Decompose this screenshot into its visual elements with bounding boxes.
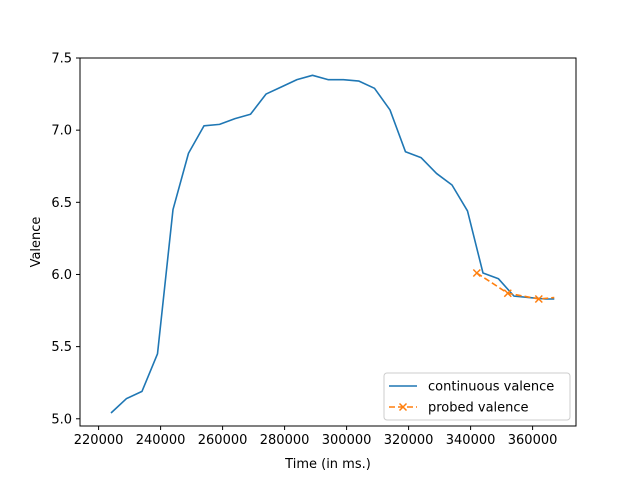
y-tick-label: 7.5: [51, 52, 72, 67]
x-tick-label: 220000: [74, 433, 124, 448]
legend-box: [383, 372, 571, 421]
series-line-probed-valence: [476, 272, 555, 300]
x-axis: 220000 240000 260000 280000 300000 320000 3400…: [74, 426, 558, 448]
y-tick-label: 6.5: [51, 196, 72, 211]
y-tick-label: 5.5: [51, 340, 72, 355]
x-tick-label: 260000: [198, 433, 248, 448]
plot-area: [110, 74, 555, 414]
y-axis-label: Valence: [29, 217, 44, 268]
legend: continuous valence probed valence: [383, 372, 571, 421]
y-tick-label: 5.0: [51, 412, 72, 427]
x-tick-label: 340000: [446, 433, 496, 448]
y-axis: 5.0 5.5 6.0 6.5 7.0 7.5: [51, 52, 80, 427]
data-point-marker: [472, 268, 481, 278]
legend-entry: probed valence: [389, 401, 529, 416]
series-line-continuous-valence: [110, 74, 555, 414]
data-point-marker: [503, 289, 512, 298]
x-tick-label: 360000: [508, 433, 558, 448]
y-tick-label: 6.0: [51, 268, 72, 283]
x-tick-label: 300000: [322, 433, 372, 448]
data-point-marker: [534, 294, 543, 304]
x-axis-label: Time (in ms.): [284, 457, 371, 472]
legend-label: continuous valence: [428, 380, 554, 395]
x-tick-label: 320000: [384, 433, 434, 448]
legend-entry: continuous valence: [389, 380, 554, 395]
axes-frame: [79, 57, 577, 427]
x-tick-label: 240000: [136, 433, 186, 448]
legend-label: probed valence: [428, 401, 529, 416]
y-tick-label: 7.0: [51, 124, 72, 139]
x-tick-label: 280000: [260, 433, 310, 448]
